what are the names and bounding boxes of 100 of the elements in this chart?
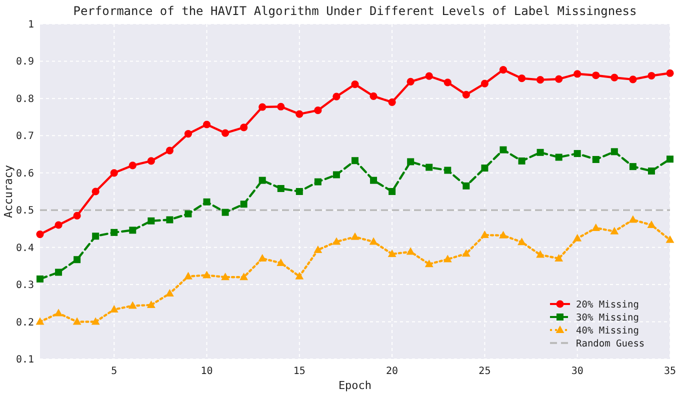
point: [462, 90, 470, 99]
point: [500, 146, 507, 154]
point: [166, 146, 174, 154]
point: [628, 215, 638, 223]
point: [462, 249, 470, 257]
point: [240, 272, 248, 280]
point: [666, 69, 674, 77]
chart-title: Performance of the HAVIT Algorithm Under Different Levels of Label Missingness: [73, 4, 637, 18]
legend-label: 40% Missing: [576, 326, 639, 336]
x-axis-title: Epoch: [338, 379, 372, 392]
point: [128, 162, 136, 170]
point: [146, 300, 156, 308]
y-tick-label: 0.7: [16, 131, 34, 142]
point: [276, 258, 286, 266]
point: [629, 163, 636, 170]
point: [129, 226, 136, 234]
point: [444, 166, 452, 174]
point: [314, 106, 322, 114]
point: [314, 178, 322, 186]
point: [240, 124, 248, 132]
y-tick-label: 0.1: [16, 354, 34, 366]
point: [574, 150, 581, 158]
y-tick-label: 0.3: [16, 280, 34, 292]
point: [407, 158, 414, 166]
point: [536, 76, 544, 84]
legend-label: Random Guess: [576, 338, 645, 350]
point: [499, 66, 508, 74]
y-tick-label: 0.2: [16, 317, 34, 328]
point: [258, 103, 266, 111]
point: [648, 72, 656, 80]
x-tick-label: 15: [293, 366, 306, 377]
point: [424, 260, 434, 268]
point: [406, 78, 414, 86]
y-tick-label: 0.5: [16, 206, 34, 217]
point: [110, 304, 118, 312]
point: [202, 120, 211, 128]
point: [147, 157, 155, 165]
x-tick-label: 25: [478, 366, 491, 377]
x-tick-label: 10: [200, 366, 213, 377]
point: [110, 228, 118, 236]
point: [351, 80, 359, 88]
point: [184, 210, 192, 218]
point: [610, 226, 619, 234]
point: [128, 301, 137, 309]
point: [277, 102, 285, 110]
point: [647, 220, 656, 228]
point: [332, 171, 340, 178]
point: [536, 250, 544, 258]
point: [406, 247, 415, 255]
point: [202, 270, 211, 278]
point: [332, 92, 340, 100]
point: [73, 212, 81, 220]
point: [166, 216, 174, 224]
point: [92, 232, 100, 240]
point: [443, 254, 452, 262]
point: [554, 254, 564, 262]
y-axis-title: Accuracy: [2, 164, 15, 218]
point: [222, 208, 229, 216]
point: [221, 272, 230, 280]
point: [91, 317, 100, 325]
point: [258, 176, 266, 184]
point: [629, 76, 637, 84]
y-tick-label: 0.9: [16, 56, 34, 68]
point: [666, 156, 674, 163]
point: [426, 164, 433, 171]
point: [388, 250, 396, 258]
y-tick-label: 0.8: [16, 94, 34, 105]
y-tick-label: 0.4: [16, 242, 34, 254]
point: [166, 288, 174, 296]
point: [481, 164, 488, 172]
point: [296, 110, 304, 118]
point: [536, 148, 544, 156]
point: [54, 308, 63, 316]
point: [184, 130, 192, 138]
point: [592, 156, 600, 163]
point: [518, 157, 526, 164]
point: [480, 230, 489, 238]
y-tick-label: 0.6: [16, 168, 34, 180]
point: [610, 74, 618, 82]
point: [610, 148, 618, 156]
x-tick-label: 35: [664, 366, 676, 377]
point: [573, 234, 582, 242]
x-tick-label: 30: [571, 366, 584, 377]
point: [240, 200, 248, 208]
point: [666, 235, 674, 243]
y-tick-label: 1: [28, 20, 34, 30]
x-tick-label: 20: [386, 366, 398, 377]
point: [370, 92, 378, 100]
point: [388, 188, 396, 195]
point: [499, 230, 508, 238]
point: [295, 272, 304, 280]
point: [36, 230, 44, 238]
point: [258, 254, 267, 262]
point: [592, 223, 600, 231]
point: [555, 75, 563, 83]
point: [480, 80, 489, 88]
point: [184, 272, 192, 280]
point: [296, 188, 303, 195]
point: [55, 268, 62, 276]
point: [350, 232, 360, 240]
